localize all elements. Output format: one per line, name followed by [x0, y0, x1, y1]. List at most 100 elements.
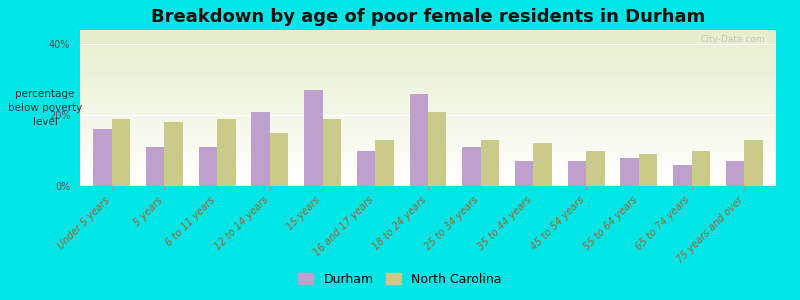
Bar [80, 127, 776, 128]
Bar [80, 156, 776, 158]
Bar [80, 128, 776, 130]
Bar [462, 147, 481, 186]
Bar [673, 165, 692, 186]
Bar [80, 124, 776, 125]
Bar [534, 143, 552, 186]
Bar [568, 161, 586, 186]
Bar [80, 177, 776, 178]
Bar [270, 133, 288, 186]
Text: City-Data.com: City-Data.com [701, 35, 766, 44]
Bar [726, 161, 744, 186]
Bar [146, 147, 164, 186]
Bar [80, 158, 776, 160]
Bar [80, 155, 776, 156]
Bar [80, 58, 776, 60]
Bar [80, 170, 776, 172]
Bar [217, 118, 235, 186]
Bar [80, 83, 776, 85]
Bar [80, 74, 776, 75]
Bar [80, 141, 776, 142]
Bar [80, 86, 776, 88]
Bar [251, 112, 270, 186]
Bar [112, 118, 130, 186]
Bar [80, 99, 776, 100]
Bar [410, 94, 428, 186]
Bar [639, 154, 658, 186]
Bar [80, 88, 776, 89]
Bar [80, 77, 776, 78]
Bar [515, 161, 534, 186]
Bar [80, 53, 776, 55]
Bar [164, 122, 183, 186]
Bar [80, 38, 776, 39]
Bar [80, 166, 776, 167]
Bar [80, 30, 776, 31]
Bar [80, 144, 776, 146]
Bar [198, 147, 217, 186]
Bar [80, 173, 776, 175]
Bar [80, 142, 776, 144]
Bar [692, 151, 710, 186]
Bar [93, 129, 112, 186]
Bar [80, 35, 776, 36]
Bar [80, 160, 776, 161]
Bar [80, 111, 776, 113]
Bar [80, 46, 776, 47]
Bar [80, 36, 776, 38]
Bar [80, 125, 776, 127]
Bar [80, 130, 776, 131]
Bar [80, 95, 776, 97]
Bar [375, 140, 394, 186]
Bar [304, 90, 322, 186]
Bar [586, 151, 605, 186]
Bar [80, 164, 776, 166]
Bar [80, 66, 776, 68]
Bar [80, 63, 776, 64]
Bar [744, 140, 763, 186]
Text: percentage
below poverty
level: percentage below poverty level [8, 89, 82, 127]
Bar [80, 178, 776, 180]
Bar [80, 85, 776, 86]
Bar [80, 94, 776, 95]
Bar [80, 180, 776, 181]
Bar [80, 92, 776, 94]
Bar [80, 184, 776, 186]
Legend: Durham, North Carolina: Durham, North Carolina [294, 268, 506, 291]
Bar [80, 117, 776, 119]
Bar [80, 82, 776, 83]
Bar [80, 161, 776, 163]
Bar [80, 52, 776, 53]
Bar [80, 108, 776, 110]
Bar [80, 43, 776, 44]
Bar [428, 112, 446, 186]
Bar [80, 169, 776, 170]
Bar [621, 158, 639, 186]
Bar [80, 105, 776, 106]
Bar [322, 118, 341, 186]
Bar [80, 97, 776, 99]
Bar [80, 64, 776, 66]
Bar [357, 151, 375, 186]
Bar [80, 133, 776, 134]
Bar [80, 44, 776, 46]
Bar [80, 113, 776, 114]
Bar [80, 136, 776, 138]
Bar [80, 181, 776, 183]
Bar [80, 150, 776, 152]
Bar [80, 32, 776, 33]
Bar [80, 122, 776, 124]
Bar [80, 138, 776, 139]
Bar [80, 78, 776, 80]
Bar [481, 140, 499, 186]
Bar [80, 49, 776, 50]
Bar [80, 102, 776, 103]
Bar [80, 61, 776, 63]
Bar [80, 152, 776, 153]
Bar [80, 183, 776, 184]
Bar [80, 106, 776, 108]
Bar [80, 55, 776, 56]
Bar [80, 89, 776, 91]
Bar [80, 134, 776, 136]
Bar [80, 131, 776, 133]
Bar [80, 146, 776, 147]
